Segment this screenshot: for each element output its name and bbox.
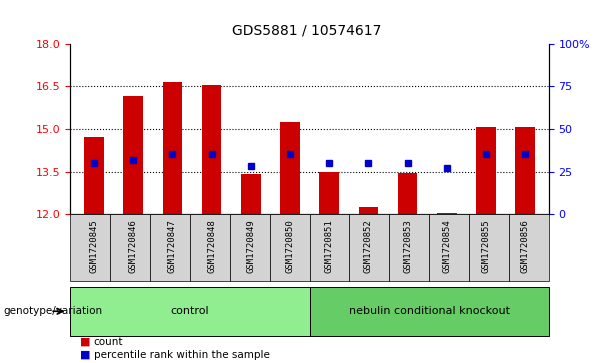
Text: GSM1720846: GSM1720846 [129, 220, 138, 273]
Bar [241, 174, 261, 214]
Bar [516, 127, 535, 214]
Text: GDS5881 / 10574617: GDS5881 / 10574617 [232, 24, 381, 38]
Text: GSM1720845: GSM1720845 [89, 220, 99, 273]
Text: GSM1720850: GSM1720850 [286, 220, 294, 273]
Bar [162, 82, 182, 214]
Bar [84, 138, 104, 214]
Text: GSM1720848: GSM1720848 [207, 220, 216, 273]
Bar [270, 214, 310, 281]
Text: GSM1720854: GSM1720854 [442, 220, 451, 273]
Text: GSM1720851: GSM1720851 [325, 220, 333, 273]
Bar [429, 214, 469, 281]
Bar [319, 172, 339, 214]
Bar [476, 127, 496, 214]
Text: percentile rank within the sample: percentile rank within the sample [94, 350, 270, 360]
Bar [469, 214, 509, 281]
Text: GSM1720856: GSM1720856 [520, 220, 530, 273]
Bar [437, 213, 457, 214]
Bar [123, 96, 143, 214]
Bar [359, 207, 378, 214]
Text: GSM1720853: GSM1720853 [403, 220, 412, 273]
Text: ■: ■ [80, 350, 90, 360]
Text: ■: ■ [80, 337, 90, 347]
Bar [398, 173, 417, 214]
Text: count: count [94, 337, 123, 347]
Bar [230, 214, 270, 281]
Bar [280, 122, 300, 214]
Bar [70, 287, 310, 336]
Bar [110, 214, 150, 281]
Bar [190, 214, 230, 281]
Text: GSM1720849: GSM1720849 [246, 220, 255, 273]
Text: GSM1720852: GSM1720852 [364, 220, 373, 273]
Text: nebulin conditional knockout: nebulin conditional knockout [349, 306, 509, 316]
Text: GSM1720855: GSM1720855 [481, 220, 490, 273]
Text: genotype/variation: genotype/variation [3, 306, 102, 316]
Bar [509, 214, 549, 281]
Bar [202, 85, 221, 214]
Text: GSM1720847: GSM1720847 [168, 220, 177, 273]
Bar [389, 214, 429, 281]
Bar [70, 214, 110, 281]
Bar [349, 214, 389, 281]
Bar [310, 287, 549, 336]
Bar [310, 214, 349, 281]
Bar [150, 214, 190, 281]
Text: control: control [170, 306, 210, 316]
